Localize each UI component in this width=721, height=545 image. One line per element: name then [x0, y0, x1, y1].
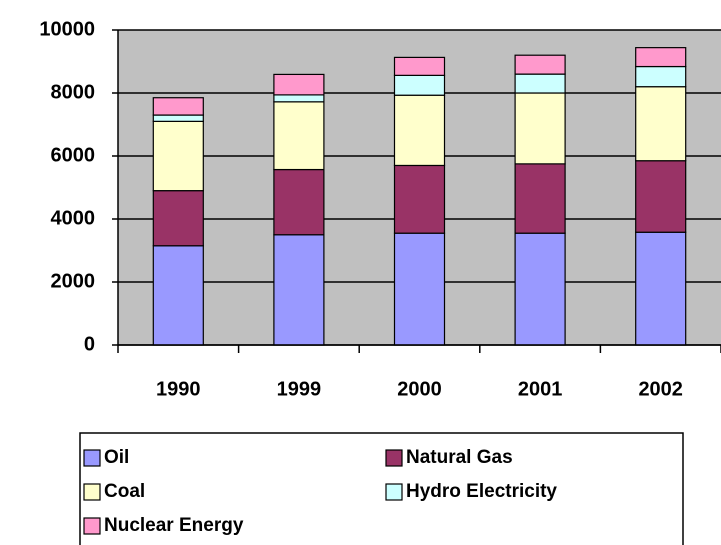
- bar-segment: [273, 234, 325, 346]
- bar-segment: [514, 73, 566, 94]
- bar-segment: [393, 74, 446, 96]
- bar-segment: [273, 73, 325, 96]
- bar-segment: [273, 101, 325, 171]
- bar-segment: [393, 94, 446, 167]
- bar-segment: [152, 97, 204, 116]
- y-tick-label: 10000: [39, 18, 95, 40]
- bar-segment: [635, 231, 687, 346]
- legend-label: Coal: [104, 481, 145, 502]
- legend-label: Hydro Electricity: [406, 481, 557, 502]
- bar-segment: [514, 92, 566, 165]
- legend-label: Oil: [104, 447, 129, 468]
- legend-label: Natural Gas: [406, 447, 513, 468]
- bar-segment: [152, 114, 204, 122]
- legend-swatch: [385, 449, 403, 467]
- bar-segment: [514, 232, 566, 346]
- bar-segment: [514, 163, 566, 234]
- bar-segment: [393, 232, 446, 346]
- x-tick-label: 2002: [638, 378, 683, 400]
- x-tick-label: 2000: [397, 378, 442, 400]
- bar-segment: [152, 190, 204, 247]
- bar-segment: [273, 168, 325, 236]
- legend-swatch: [385, 483, 403, 501]
- x-tick-label: 1999: [277, 378, 322, 400]
- bar-segment: [273, 94, 325, 103]
- legend-swatch: [83, 517, 101, 535]
- x-tick-label: 2001: [518, 378, 563, 400]
- y-tick-label: 4000: [51, 207, 96, 229]
- bar-segment: [635, 86, 687, 162]
- legend-swatch: [83, 483, 101, 501]
- y-tick-label: 6000: [51, 144, 96, 166]
- bar-segment: [152, 120, 204, 192]
- bar-segment: [393, 56, 446, 76]
- bar-segment: [514, 54, 566, 75]
- y-tick-label: 0: [84, 333, 95, 355]
- bar-segment: [393, 164, 446, 234]
- y-tick-label: 8000: [51, 81, 96, 103]
- bar-segment: [635, 65, 687, 88]
- bar-segment: [635, 160, 687, 233]
- bar-segment: [152, 245, 204, 346]
- x-tick-label: 1990: [156, 378, 201, 400]
- legend-label: Nuclear Energy: [104, 515, 244, 536]
- legend-box: [79, 432, 684, 545]
- bar-segment: [635, 47, 687, 68]
- y-tick-label: 2000: [51, 270, 96, 292]
- legend-swatch: [83, 449, 101, 467]
